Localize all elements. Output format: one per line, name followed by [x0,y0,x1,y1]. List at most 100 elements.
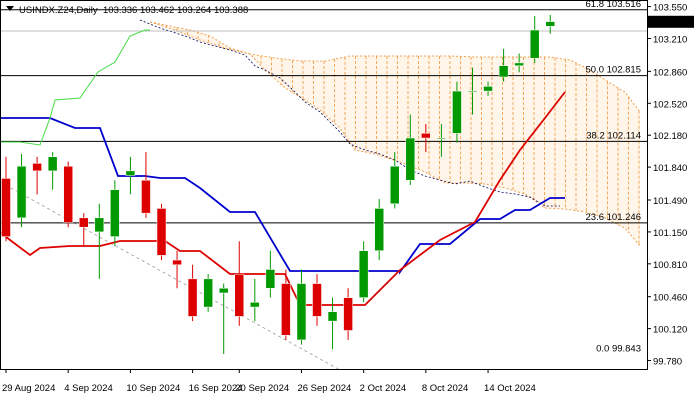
candle [405,114,416,185]
candle-body [250,302,260,308]
fib-level-label: 38.2 102.114 [586,130,641,141]
trend-line [0,181,341,371]
candle [32,156,42,195]
candle [498,48,509,82]
candle-body [203,278,213,308]
fibonacci-levels: 61.8 103.516 50.0 102.815 38.2 102.114 23.6… [0,0,647,355]
price-axis: 103.550 103.210 102.860 102.520 102.180 101.8… [647,3,694,368]
candle [156,203,167,261]
candle-body [421,133,431,139]
price-tick-label: 100.810 [653,260,687,271]
candle-body [343,297,353,331]
plot-border [0,0,648,370]
candle-body [234,273,244,317]
candle-body [110,189,120,237]
candle-body [312,283,322,317]
candle [172,250,182,289]
candle [187,264,198,322]
fib-level-label: 23.6 101.246 [586,212,641,223]
price-tick-label: 101.840 [653,163,687,174]
senkou-span-a [149,21,641,113]
candle-body [172,259,182,266]
candle-body [265,269,276,289]
price-tick-label: 103.210 [653,34,687,45]
candle [203,274,213,312]
candle-body [32,163,42,172]
price-tick-label: 102.180 [653,131,687,142]
time-tick-label: 29 Aug 2024 [2,383,55,394]
candle-body [141,180,151,214]
candle-body [79,217,89,228]
time-axis: 29 Aug 2024 4 Sep 2024 10 Sep 2024 16 Sep 2… [2,369,536,394]
cloud-fill [150,22,640,246]
candle-body [63,165,73,223]
candle [218,283,229,354]
candle-body [1,178,11,237]
candle-body [327,311,338,322]
candle-body [374,208,384,251]
candle-body [545,21,555,27]
candle [436,123,447,157]
kijun-sen-line [0,117,565,275]
candle [467,67,478,115]
fib-level-label: 61.8 103.516 [586,0,641,10]
collapse-triangle-icon [6,6,14,11]
candle [374,199,384,261]
price-tick-label: 102.520 [653,99,687,110]
candle [545,15,555,34]
time-tick-label: 14 Oct 2024 [484,383,536,394]
candle [125,156,136,195]
price-tick-label: 99.780 [653,357,682,368]
candle [94,203,105,279]
current-price-marker [648,15,694,28]
candle [343,288,353,340]
fib-level-label: 50.0 102.815 [586,65,641,76]
candle-body [281,283,291,336]
price-tick-label: 103.550 [653,3,687,14]
candle-body [452,90,462,134]
price-tick-label: 100.120 [653,325,687,336]
candle-body [125,170,136,176]
candle-body [296,283,307,341]
candle [296,269,307,345]
candle-body [436,137,447,140]
candle [281,269,291,340]
time-tick-label: 10 Sep 2024 [126,383,180,394]
lagging-span-line [139,19,560,207]
candle-body [218,288,229,294]
chart-header: USINDX.Z24,Daily 103.336 103.462 103.264… [6,5,248,16]
candle-body [529,29,540,59]
candles [1,15,555,354]
time-tick-label: 20 Sep 2024 [235,383,289,394]
time-tick-label: 4 Sep 2024 [64,383,113,394]
tenkan-sen-line [0,91,566,306]
candle-body [390,165,400,204]
candle [421,123,431,153]
candle [63,161,73,228]
candle-body [405,137,416,181]
indicator-lines [0,29,566,306]
fib-level-label: 0.0 99.843 [596,344,641,355]
candle [250,278,260,322]
time-tick-label: 2 Oct 2024 [360,383,406,394]
senkou-span-b [149,21,641,247]
chikou-span-line [0,29,150,146]
candle [16,153,27,228]
candle-body [483,86,493,92]
candle-body [467,90,478,93]
candle-body [498,65,509,78]
candle [1,156,11,242]
candle [358,241,369,303]
price-tick-label: 102.860 [653,67,687,78]
candle-body [156,208,167,256]
candle [110,180,120,246]
time-tick-label: 8 Oct 2024 [422,383,468,394]
price-tick-label: 101.150 [653,228,687,239]
time-tick-label: 26 Sep 2024 [297,383,351,394]
candle [529,15,540,63]
candle [234,241,244,326]
price-tick-label: 101.490 [653,196,687,207]
ichimoku-cloud [149,21,641,247]
